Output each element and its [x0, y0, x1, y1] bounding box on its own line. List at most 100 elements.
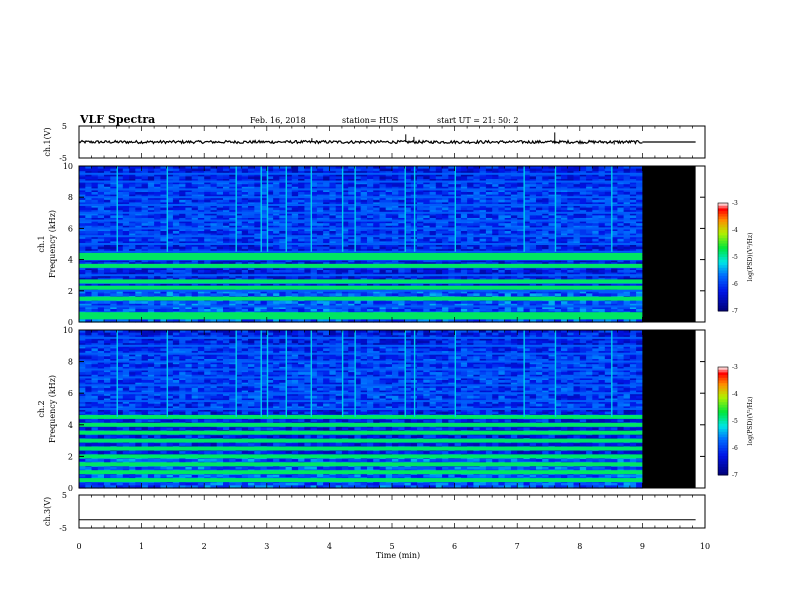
- ch1-cell: [279, 238, 287, 242]
- ch1-cell: [172, 197, 180, 201]
- ch1-cell: [197, 244, 205, 248]
- ch1-cell: [529, 267, 537, 271]
- ch1-cell: [392, 210, 399, 214]
- ch1-cell: [197, 215, 205, 219]
- ch1-cell: [154, 215, 161, 219]
- ch1-cell: [579, 168, 587, 172]
- ch1-cell: [185, 238, 193, 242]
- ch1-cell: [573, 210, 581, 214]
- ch1-cell: [523, 267, 531, 271]
- ch1-cell: [536, 244, 543, 248]
- ch1-cell: [135, 205, 143, 209]
- ch1-cell: [285, 244, 293, 248]
- ch1-cell: [147, 176, 155, 180]
- ch1-cell: [191, 189, 199, 193]
- ch1-cell: [373, 192, 381, 196]
- ch1-cell: [517, 184, 525, 188]
- ch1-cell: [492, 166, 500, 170]
- ch1-cell: [479, 184, 487, 188]
- ch1-cell: [423, 215, 431, 219]
- ch1-cell: [141, 220, 149, 224]
- ch1-cell: [191, 231, 199, 235]
- ch1-cell: [273, 267, 280, 271]
- ch1-cell: [254, 236, 262, 240]
- ch1-cell: [266, 244, 274, 248]
- ch1-cell: [498, 197, 506, 201]
- ch1-cell: [141, 168, 149, 172]
- ch1-cell: [172, 267, 180, 271]
- ch1-cell: [129, 223, 136, 227]
- ch1-cell: [548, 236, 556, 240]
- ch1-cell: [185, 199, 193, 203]
- ch1-cell: [235, 215, 243, 219]
- ch1-cell: [385, 189, 393, 193]
- ch1-cell: [304, 171, 312, 175]
- station-label: station= HUS: [342, 116, 399, 125]
- ch1-cell: [604, 244, 612, 248]
- ch1-cell: [385, 207, 393, 211]
- ch1-cell: [285, 197, 293, 201]
- ch1-cell: [260, 197, 268, 201]
- ch1-cell: [341, 270, 349, 274]
- ch1-cell: [97, 215, 105, 219]
- start-time-label: start UT = 21: 50: 2: [437, 116, 519, 125]
- ch1-cell: [304, 210, 312, 214]
- ch1-cell: [179, 199, 187, 203]
- ch1-cell: [492, 231, 500, 235]
- ch1-cell: [279, 220, 287, 224]
- ch1-cell: [536, 207, 543, 211]
- ch1-cell: [316, 249, 324, 253]
- ch1-cell: [367, 168, 374, 172]
- ch1-cell: [504, 184, 512, 188]
- ch1-cell: [611, 238, 618, 242]
- ch1-cell: [417, 171, 424, 175]
- ch1-cell: [97, 270, 105, 274]
- ch1-cell: [379, 228, 387, 232]
- ch1-cell: [442, 220, 449, 224]
- ch1-cell: [235, 176, 243, 180]
- ch1-cell: [210, 181, 218, 185]
- ch1-cell: [279, 228, 287, 232]
- ch1-cell: [423, 176, 431, 180]
- ch1-cell: [517, 270, 525, 274]
- ch1-cell: [454, 270, 462, 274]
- ch1-cell: [542, 210, 550, 214]
- ch1-cell: [567, 244, 575, 248]
- ch1-cell: [629, 173, 637, 177]
- ch1-cell: [379, 215, 387, 219]
- ch1-cell: [379, 231, 387, 235]
- ch1-cell: [442, 197, 449, 201]
- ch1-cell: [85, 238, 93, 242]
- ch1-cell: [611, 215, 618, 219]
- ch1-cell: [147, 228, 155, 232]
- ch1-cell: [104, 212, 111, 216]
- ch1-cell: [266, 223, 274, 227]
- ch1-cell: [379, 173, 387, 177]
- ch1-cell: [348, 259, 356, 263]
- ch1-cell: [498, 228, 506, 232]
- ch1-cell: [204, 259, 212, 263]
- ch1-cell: [392, 223, 399, 227]
- ch1-cell: [197, 236, 205, 240]
- ch1-cell: [404, 236, 412, 240]
- ch1-cell: [97, 244, 105, 248]
- ch1-cell: [323, 173, 330, 177]
- ch1-cell: [529, 166, 537, 170]
- ch1-cell: [598, 176, 606, 180]
- ch1-cell: [523, 176, 531, 180]
- ch1-cell: [379, 205, 387, 209]
- ch1-cell: [542, 228, 550, 232]
- ch1-cell: [517, 192, 525, 196]
- ch1-cell: [423, 189, 431, 193]
- ch1-cell: [636, 220, 643, 224]
- ch1-cell: [592, 168, 600, 172]
- ch1-cell: [392, 270, 399, 274]
- ch1-cell: [223, 184, 230, 188]
- ch1-cell: [629, 171, 637, 175]
- ch1-cell: [116, 259, 124, 263]
- ch1-cell: [592, 189, 600, 193]
- ch1-cell: [398, 207, 406, 211]
- ch1-cell: [385, 199, 393, 203]
- ch1-cell: [392, 166, 399, 170]
- ch1-cell: [529, 244, 537, 248]
